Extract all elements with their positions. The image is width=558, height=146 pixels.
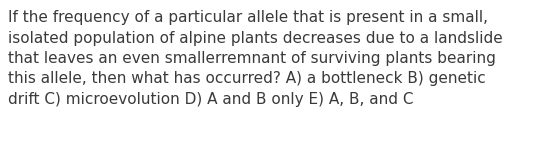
Text: If the frequency of a particular allele that is present in a small,
isolated pop: If the frequency of a particular allele … <box>8 10 503 107</box>
